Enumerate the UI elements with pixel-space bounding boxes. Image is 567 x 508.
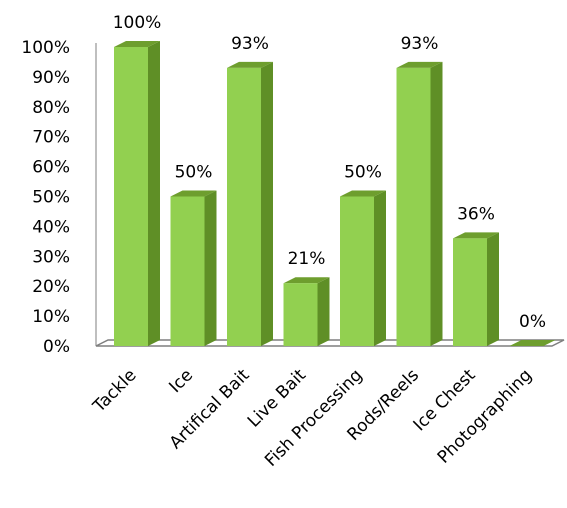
- bar: [509, 340, 556, 346]
- bar-top: [114, 41, 160, 47]
- data-label: 100%: [113, 13, 162, 33]
- bar: [283, 277, 330, 346]
- bars: [114, 41, 556, 347]
- bar-side: [430, 61, 443, 347]
- data-labels: 100% 50% 93% 21% 50% 93% 36% 0%: [113, 13, 546, 332]
- bar-side: [487, 232, 499, 346]
- y-tick-label: 40%: [32, 217, 70, 237]
- y-tick-label: 50%: [32, 188, 70, 208]
- y-tick-label: 80%: [32, 98, 70, 118]
- bar-side: [204, 190, 217, 346]
- category-label: Ice: [165, 365, 197, 397]
- bar: [453, 232, 499, 346]
- bar-top: [340, 190, 386, 197]
- bar-front: [114, 47, 148, 346]
- data-label: 50%: [344, 163, 382, 183]
- category-label: Fish Processing: [261, 365, 366, 470]
- bar-front: [227, 67, 261, 347]
- bar: [340, 190, 386, 346]
- data-label: 50%: [175, 163, 213, 183]
- bar-side: [374, 190, 386, 346]
- y-tick-label: 20%: [32, 277, 70, 297]
- bar: [227, 61, 273, 347]
- data-label: 0%: [519, 312, 546, 332]
- y-tick-label: 0%: [43, 337, 70, 357]
- bar-side: [261, 61, 273, 347]
- y-tick-label: 10%: [32, 307, 70, 327]
- data-label: 21%: [288, 249, 326, 269]
- y-tick-label: 90%: [32, 68, 70, 88]
- bar-top: [453, 232, 499, 239]
- y-axis: 0% 10% 20% 30% 40% 50% 60% 70% 80% 90% 100%: [21, 38, 97, 357]
- bar: [170, 190, 217, 346]
- bar: [396, 61, 443, 347]
- y-tick-label: 100%: [21, 38, 70, 58]
- y-tick-label: 70%: [32, 128, 70, 148]
- bar-front: [283, 283, 318, 346]
- y-tick-label: 60%: [32, 158, 70, 178]
- bar-top: [227, 61, 273, 68]
- category-label: Tackle: [89, 365, 141, 417]
- bar-front: [396, 67, 431, 347]
- bar-front: [453, 238, 487, 346]
- bar-top: [396, 61, 443, 68]
- bar-top: [509, 340, 556, 346]
- bar-side: [148, 41, 160, 346]
- bar-side: [317, 277, 330, 346]
- bar-front: [170, 196, 205, 346]
- bar: [114, 41, 160, 346]
- data-label: 36%: [457, 204, 495, 224]
- bar-top: [170, 190, 217, 197]
- bar-front: [340, 196, 374, 346]
- y-tick-label: 30%: [32, 247, 70, 267]
- bar-top: [283, 277, 330, 284]
- data-label: 93%: [401, 34, 439, 54]
- data-label: 93%: [231, 34, 269, 54]
